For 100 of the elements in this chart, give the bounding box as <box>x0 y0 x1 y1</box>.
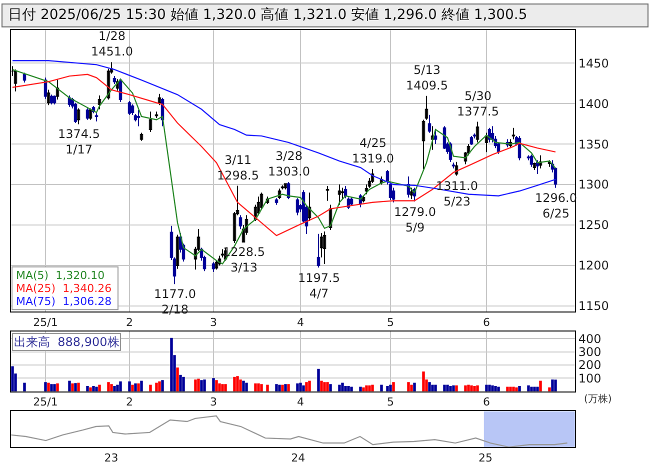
bar <box>305 382 308 392</box>
bar <box>197 378 200 392</box>
bar <box>278 384 281 392</box>
y-tick-label: 1450 <box>578 56 609 70</box>
bar <box>239 379 242 392</box>
bar <box>329 384 332 392</box>
bar <box>179 374 182 392</box>
bar <box>389 384 392 392</box>
y-tick-label: 200 <box>578 358 602 372</box>
bar <box>266 384 269 392</box>
bar <box>431 384 434 392</box>
text: MA(5) 1,320.10 <box>16 269 105 282</box>
bar <box>23 382 26 392</box>
x-tick-label: 25/1 <box>33 396 58 409</box>
bar <box>86 386 89 392</box>
bar <box>47 382 50 392</box>
bar <box>326 382 329 392</box>
bar <box>380 384 383 392</box>
y-tick-label: 1150 <box>578 299 609 314</box>
bar <box>128 381 131 392</box>
bar <box>344 386 347 392</box>
bar <box>548 387 551 392</box>
bar <box>233 376 236 392</box>
bar <box>242 380 245 392</box>
bar <box>323 382 326 392</box>
bar <box>224 384 227 392</box>
bar <box>371 384 374 392</box>
bar <box>317 368 320 392</box>
bar <box>518 386 521 392</box>
bar <box>491 385 494 392</box>
x-tick-label: 6 <box>483 316 490 329</box>
bar <box>140 380 143 392</box>
bar <box>194 379 197 392</box>
y-tick-label: 1350 <box>578 137 609 152</box>
bar <box>386 386 389 392</box>
bar <box>50 384 53 392</box>
bar <box>68 380 71 392</box>
bar <box>236 376 239 392</box>
bar <box>182 376 185 392</box>
bar <box>56 383 59 392</box>
bar <box>527 385 530 392</box>
bar <box>296 383 299 392</box>
bar <box>452 385 455 392</box>
bar <box>212 378 215 392</box>
bar <box>275 384 278 392</box>
bar <box>515 387 518 392</box>
bar <box>149 384 152 392</box>
bar <box>362 387 365 392</box>
bar <box>392 382 395 392</box>
bar <box>89 387 92 392</box>
bar <box>95 386 98 392</box>
y-tick-label: 1400 <box>578 96 609 111</box>
bar <box>413 382 416 392</box>
bar <box>245 382 248 392</box>
bar <box>509 386 512 392</box>
x-tick-label: 24 <box>291 451 306 464</box>
bar <box>107 382 110 392</box>
y-tick-label: 100 <box>578 371 602 386</box>
x-tick-label: 25 <box>478 451 492 464</box>
x-tick-label: 2 <box>126 316 133 329</box>
bar <box>257 383 260 392</box>
bar <box>260 384 263 392</box>
bar <box>155 382 158 392</box>
annotation: 3/28 1303.0 <box>268 149 310 179</box>
bar <box>428 382 431 392</box>
x-tick-label: 4 <box>297 396 304 409</box>
bar <box>449 386 452 392</box>
bar <box>443 384 446 392</box>
bar <box>71 383 74 392</box>
chart-title: 日付 2025/06/25 15:30 始値 1,320.0 高値 1,321.0 安値 1,296.0 終値 1,300.5 <box>8 7 528 23</box>
y-tick-label: 1200 <box>578 258 609 273</box>
bar <box>53 384 56 392</box>
bar <box>119 381 122 392</box>
x-tick-label: 25/1 <box>33 316 58 329</box>
bar <box>470 385 473 392</box>
bar <box>533 386 536 392</box>
y-tick-label: 1250 <box>578 218 609 232</box>
bar <box>110 384 113 392</box>
annotation: 1279.0 5/9 <box>394 205 436 235</box>
bar <box>113 386 116 392</box>
bar <box>551 379 554 392</box>
y-axis-title: (万株) <box>584 393 612 405</box>
bar <box>506 386 509 392</box>
bar <box>11 366 14 392</box>
bar <box>467 384 470 392</box>
annotation: 1311.0 5/23 <box>436 179 478 209</box>
bar <box>539 380 542 392</box>
x-tick-label: 2 <box>126 396 133 409</box>
bar <box>158 381 161 392</box>
bar <box>485 384 488 392</box>
annotation: 4/25 1319.0 <box>352 136 394 166</box>
text: MA(25) 1,340.26 <box>16 282 112 295</box>
x-tick-label: 5 <box>387 316 394 329</box>
bar <box>365 385 368 392</box>
bar <box>218 383 221 392</box>
bar <box>308 380 311 392</box>
bar <box>530 386 533 392</box>
bar <box>494 386 497 392</box>
bar <box>203 379 206 392</box>
annotation: 5/30 1377.5 <box>457 89 499 119</box>
